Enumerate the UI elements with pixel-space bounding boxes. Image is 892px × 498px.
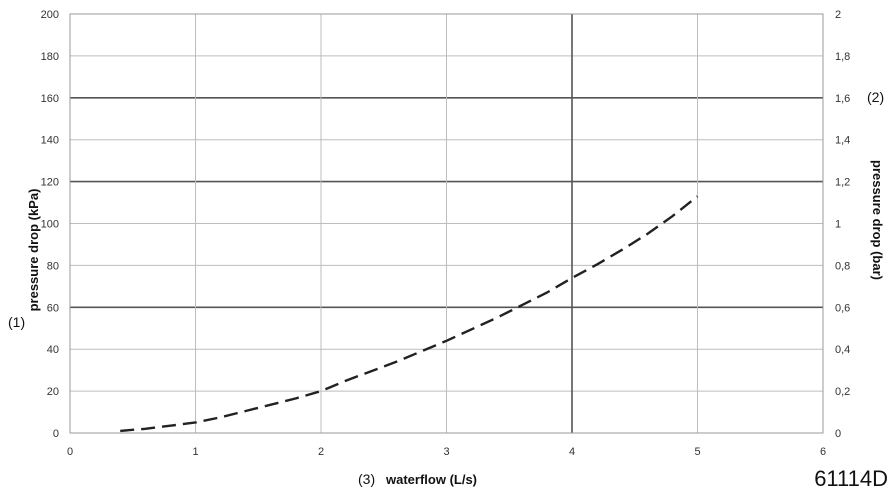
y-right-tick-label: 0,6 bbox=[835, 302, 850, 314]
y-right-tick-label: 1,6 bbox=[835, 93, 850, 105]
y-right-tick-label: 2 bbox=[835, 9, 841, 21]
y-left-tick-label: 40 bbox=[47, 344, 59, 356]
data-marks bbox=[120, 195, 699, 433]
x-tick-label: 6 bbox=[820, 446, 826, 458]
y-right-tick-label: 1,8 bbox=[835, 51, 850, 63]
x-axis-title: waterflow (L/s) bbox=[385, 472, 477, 487]
x-tick-labels: 0 1 2 3 4 5 6 bbox=[67, 446, 826, 458]
series-line bbox=[120, 195, 699, 433]
y-right-tick-label: 0,4 bbox=[835, 344, 850, 356]
y-left-tick-label: 0 bbox=[53, 428, 59, 440]
x-tick-label: 0 bbox=[67, 446, 73, 458]
x-tick-label: 4 bbox=[569, 446, 575, 458]
y-left-tick-label: 140 bbox=[41, 135, 59, 147]
y-right-tick-label: 0,8 bbox=[835, 260, 850, 272]
y-left-tick-label: 80 bbox=[47, 260, 59, 272]
y-left-tick-label: 100 bbox=[41, 219, 59, 231]
y-left-tick-label: 200 bbox=[41, 9, 59, 21]
y-right-tick-label: 0 bbox=[835, 428, 841, 440]
grid bbox=[69, 13, 824, 434]
y-right-tick-label: 1,2 bbox=[835, 177, 850, 189]
x-tick-label: 1 bbox=[192, 446, 198, 458]
x-tick-label: 3 bbox=[443, 446, 449, 458]
y-right-tick-label: 1,4 bbox=[835, 135, 850, 147]
y-left-tick-labels: 0 20 40 60 80 100 120 140 160 180 200 bbox=[41, 9, 59, 440]
figure-code: 61114D bbox=[814, 466, 888, 491]
y-right-axis-number: (2) bbox=[867, 89, 884, 105]
y-left-axis-number: (1) bbox=[8, 314, 25, 330]
plot-border bbox=[69, 13, 824, 434]
y-left-axis-title: pressure drop (kPa) bbox=[26, 189, 41, 312]
y-left-tick-label: 20 bbox=[47, 386, 59, 398]
x-tick-label: 5 bbox=[694, 446, 700, 458]
y-right-axis-title: pressure drop (bar) bbox=[870, 160, 885, 280]
y-left-tick-label: 160 bbox=[41, 93, 59, 105]
y-left-tick-label: 60 bbox=[47, 302, 59, 314]
y-left-tick-label: 120 bbox=[41, 177, 59, 189]
x-axis-number: (3) bbox=[358, 471, 375, 487]
y-right-tick-labels: 0 0,2 0,4 0,6 0,8 1 1,2 1,4 1,6 1,8 2 bbox=[835, 9, 850, 440]
x-tick-label: 2 bbox=[318, 446, 324, 458]
y-left-tick-label: 180 bbox=[41, 51, 59, 63]
plot-frame bbox=[69, 13, 824, 434]
y-right-tick-label: 1 bbox=[835, 219, 841, 231]
y-right-tick-label: 0,2 bbox=[835, 386, 850, 398]
